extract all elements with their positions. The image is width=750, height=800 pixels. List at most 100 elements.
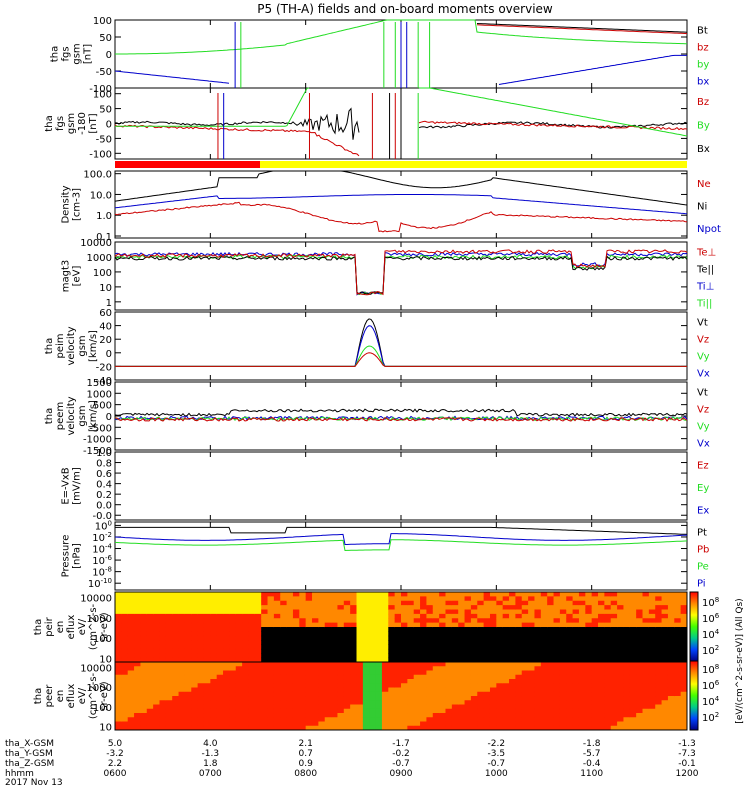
spectrogram-cell xyxy=(184,717,192,722)
spectrogram-cell xyxy=(286,631,294,637)
spectrogram-cell xyxy=(604,700,612,705)
spectrogram-cell xyxy=(509,674,516,680)
spectrogram-cell xyxy=(286,713,294,718)
spectrogram-cell xyxy=(623,662,631,667)
y-tick-label: 100 xyxy=(93,268,112,279)
spectrogram-cell xyxy=(356,657,364,663)
spectrogram-cell xyxy=(216,631,224,637)
spectrogram-cell xyxy=(292,708,300,714)
spectrogram-cell xyxy=(318,687,326,693)
spectrogram-cell xyxy=(674,662,682,667)
spectrogram-cell xyxy=(146,631,154,637)
spectrogram-cell xyxy=(337,670,345,676)
spectrogram-cell xyxy=(566,618,574,624)
spectrogram-cell xyxy=(489,635,497,641)
spectrogram-cell xyxy=(610,691,618,697)
spectrogram-cell xyxy=(489,648,497,654)
spectrogram-cell xyxy=(432,679,440,684)
spectrogram-cell xyxy=(203,653,211,659)
spectrogram-cell xyxy=(318,713,326,718)
spectrogram-cell xyxy=(210,640,218,645)
spectrogram-cell xyxy=(115,644,122,650)
spectrogram-cell xyxy=(375,713,383,718)
spectrogram-cell xyxy=(375,618,383,624)
spectrogram-cell xyxy=(451,674,459,680)
series-temp-1 xyxy=(114,254,688,296)
spectrogram-cell xyxy=(153,704,160,710)
spectrogram-cell xyxy=(617,721,624,727)
spectrogram-cell xyxy=(547,657,555,663)
y-tick-label: 0 xyxy=(106,50,112,61)
spectrogram-cell xyxy=(381,683,389,688)
spectrogram-cell xyxy=(680,662,688,667)
spectrogram-cell xyxy=(394,618,402,624)
spectrogram-cell xyxy=(547,644,555,650)
spectrogram-cell xyxy=(464,721,472,727)
spectrogram-cell xyxy=(642,725,650,731)
spectrogram-cell xyxy=(140,717,148,722)
spectrogram-cell xyxy=(540,674,548,680)
spectrogram-cell xyxy=(439,704,446,710)
spectrogram-cell xyxy=(585,635,593,641)
y-axis-label-line: magt3 xyxy=(61,260,72,293)
spectrogram-cell xyxy=(585,700,593,705)
spectrogram-cell xyxy=(540,657,548,663)
spectrogram-cell xyxy=(489,721,497,727)
spectrogram-cell xyxy=(115,683,122,688)
spectrogram-cell xyxy=(559,708,567,714)
spectrogram-cell xyxy=(235,696,243,701)
spectrogram-cell xyxy=(483,613,491,619)
spectrogram-cell xyxy=(178,687,186,693)
spectrogram-cell xyxy=(509,622,516,628)
spectrogram-cell xyxy=(146,683,154,688)
spectrogram-cell xyxy=(216,627,224,632)
spectrogram-cell xyxy=(229,596,237,602)
spectrogram-cell xyxy=(375,609,383,615)
spectrogram-cell xyxy=(636,613,644,619)
spectrogram-cell xyxy=(273,653,281,659)
spectrogram-cell xyxy=(680,670,688,676)
x-row-value: 0900 xyxy=(390,769,413,779)
spectrogram-cell xyxy=(509,644,516,650)
y-axis-label-line: sr-eV) xyxy=(99,612,110,641)
spectrogram-cell xyxy=(509,687,516,693)
spectrogram-cell xyxy=(528,725,535,731)
spectrogram-cell xyxy=(280,687,288,693)
spectrogram-cell xyxy=(591,635,599,641)
spectrogram-cell xyxy=(528,653,535,659)
spectrogram-cell xyxy=(261,635,269,641)
spectrogram-cell xyxy=(401,687,408,693)
spectrogram-cell xyxy=(127,618,135,624)
spectrogram-cell xyxy=(197,635,205,641)
spectrogram-cell xyxy=(585,725,593,731)
spectrogram-cell xyxy=(248,648,256,654)
spectrogram-cell xyxy=(172,653,180,659)
spectrogram-cell xyxy=(585,644,593,650)
spectrogram-cell xyxy=(318,670,326,676)
spectrogram-cell xyxy=(413,704,421,710)
spectrogram-cell xyxy=(305,596,313,602)
spectrogram-cell xyxy=(496,653,504,659)
spectrogram-cell xyxy=(343,725,351,731)
spectrogram-cell xyxy=(604,640,612,645)
spectrogram-cell xyxy=(184,592,192,597)
spectrogram-cell xyxy=(153,721,160,727)
spectrogram-cell xyxy=(280,679,288,684)
spectrogram-cell xyxy=(426,609,434,615)
spectrogram-cell xyxy=(146,600,154,606)
spectrogram-cell xyxy=(165,691,173,697)
colorbar-tick-label: 102 xyxy=(702,711,719,724)
spectrogram-cell xyxy=(572,708,580,714)
spectrogram-cell xyxy=(572,653,580,659)
spectrogram-cell xyxy=(146,622,154,628)
spectrogram-cell xyxy=(178,605,186,610)
spectrogram-cell xyxy=(369,653,377,659)
spectrogram-cell xyxy=(674,713,682,718)
spectrogram-cell xyxy=(159,627,167,632)
legend-temperature-1: Te|| xyxy=(696,265,714,276)
spectrogram-cell xyxy=(146,605,154,610)
spectrogram-cell xyxy=(203,622,211,628)
spectrogram-cell xyxy=(464,640,472,645)
spectrogram-cell xyxy=(153,662,160,667)
spectrogram-cell xyxy=(197,717,205,722)
